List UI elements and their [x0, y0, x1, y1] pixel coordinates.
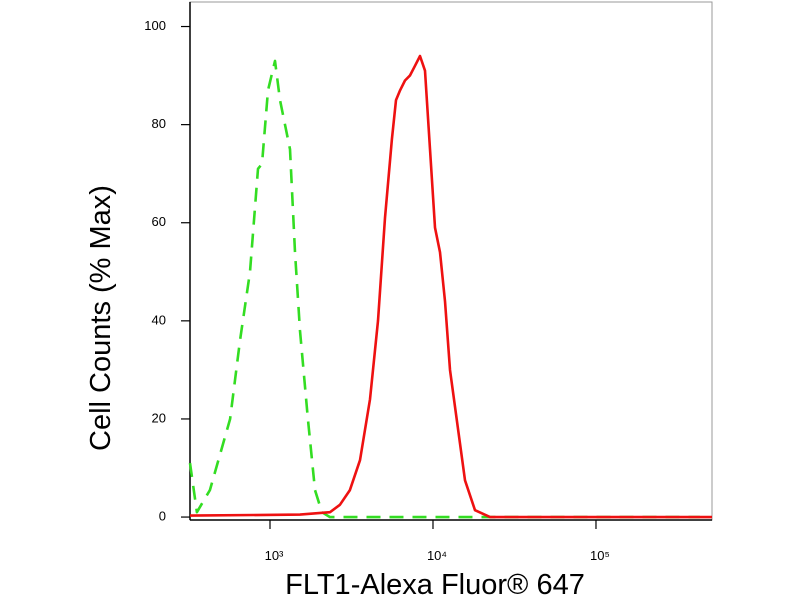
x-tick-label: 10⁴: [427, 548, 447, 563]
x-axis-label: FLT1-Alexa Fluor® 647: [285, 569, 585, 600]
y-tick-label: 80: [152, 116, 166, 131]
y-tick-label: 60: [152, 214, 166, 229]
y-tick-label: 40: [152, 312, 166, 327]
x-tick-label: 10³: [265, 548, 284, 563]
series-line: [188, 59, 700, 519]
y-axis-label: Cell Counts (% Max): [85, 185, 117, 451]
plot-frame: [189, 1, 713, 521]
y-tick-label: 20: [152, 410, 166, 425]
y-tick-label: 0: [159, 508, 166, 523]
y-tick-label: 100: [144, 18, 166, 33]
series-line: [189, 54, 712, 519]
x-tick-label: 10⁵: [590, 548, 610, 563]
